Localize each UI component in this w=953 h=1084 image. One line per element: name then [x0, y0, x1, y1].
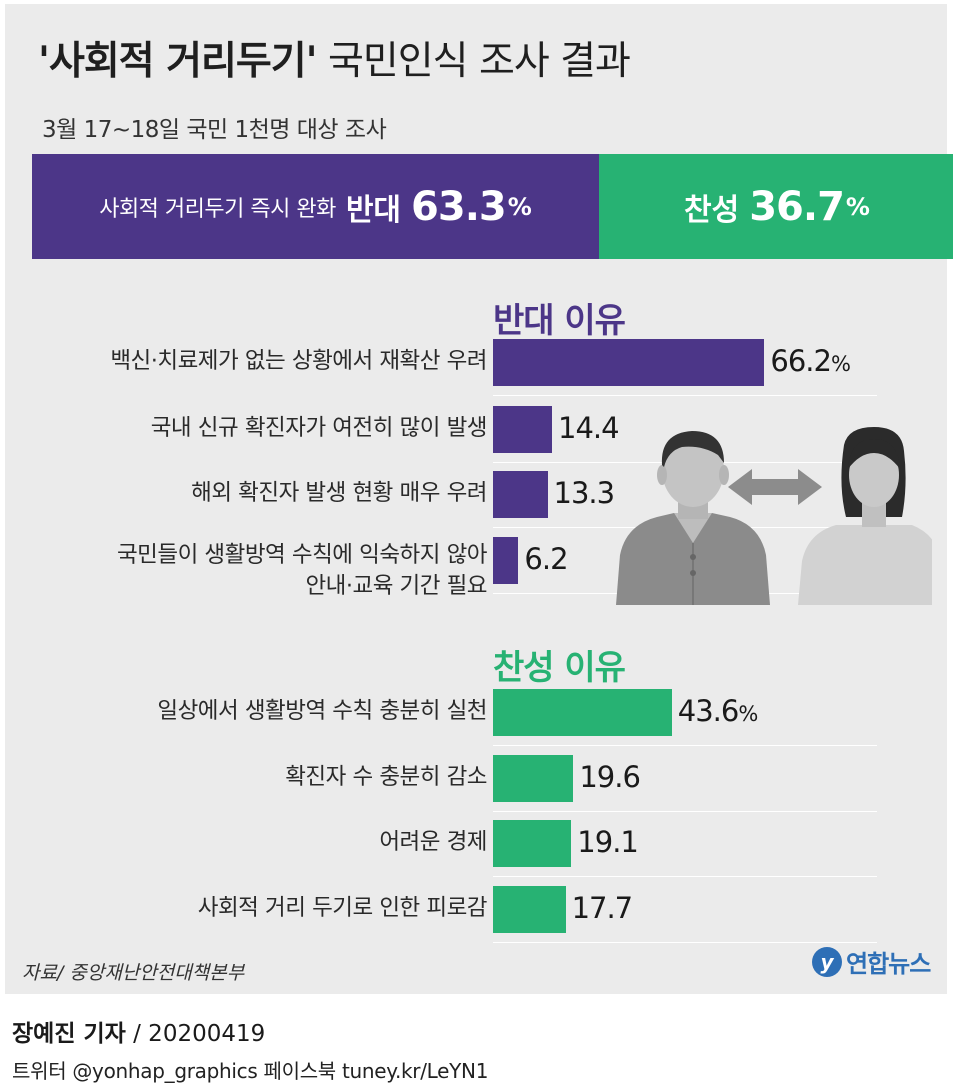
- oppose-value-unit: %: [830, 352, 851, 376]
- oppose-value-number: 66.2: [770, 344, 832, 378]
- oppose-gridline: [493, 394, 877, 396]
- oppose-category-line: 국민들이 생활방역 수칙에 익숙하지 않아: [116, 542, 488, 568]
- oppose-category-label: 백신·치료제가 없는 상황에서 재확산 우려: [110, 346, 487, 377]
- support-category-line: 일상에서 생활방역 수칙 충분히 실천: [157, 698, 487, 724]
- two-people-exchange-icon: [616, 427, 932, 605]
- support-share-word: 찬성: [684, 192, 740, 228]
- support-share-bar: 찬성 36.7%: [599, 154, 953, 259]
- page-subtitle: 3월 17~18일 국민 1천명 대상 조사: [42, 117, 387, 143]
- oppose-value-label: 14.4: [558, 411, 620, 445]
- oppose-share-value: 63.3: [411, 183, 507, 230]
- reporter-name: 장예진 기자: [12, 1021, 126, 1047]
- support-gridline: [493, 744, 877, 746]
- oppose-bar: [493, 405, 553, 453]
- support-category-label: 확진자 수 충분히 감소: [285, 762, 487, 793]
- oppose-category-label: 국내 신규 확진자가 여전히 많이 발생: [150, 413, 488, 444]
- social-links: 트위터 @yonhap_graphics 페이스북 tuney.kr/LeYN1: [12, 1059, 489, 1083]
- oppose-category-line: 국내 신규 확진자가 여전히 많이 발생: [150, 415, 488, 441]
- support-category-label: 사회적 거리 두기로 인한 피로감: [197, 893, 488, 924]
- support-value-label: 17.7: [571, 891, 634, 925]
- support-share-value: 36.7: [749, 183, 845, 230]
- oppose-reasons-title: 반대 이유: [493, 301, 626, 341]
- oppose-category-line: 백신·치료제가 없는 상황에서 재확산 우려: [110, 348, 487, 374]
- yonhap-logo[interactable]: y 연합뉴스: [812, 944, 931, 979]
- support-bar: [493, 754, 574, 802]
- support-gridline: [493, 875, 877, 877]
- oppose-value-label: 13.3: [553, 476, 616, 510]
- support-bar: [493, 885, 566, 933]
- reporter-date: / 20200419: [125, 1021, 266, 1047]
- support-gridline: [493, 941, 877, 943]
- support-reasons-title: 찬성 이유: [493, 648, 626, 688]
- title-bold: '사회적 거리두기': [38, 39, 318, 84]
- support-value-number: 43.6: [677, 694, 740, 728]
- support-category-line: 사회적 거리 두기로 인한 피로감: [197, 895, 488, 921]
- oppose-bar: [493, 470, 548, 518]
- oppose-category-line: 안내·교육 기간 필요: [305, 573, 487, 599]
- support-category-label: 어려운 경제: [379, 827, 487, 858]
- support-category-label: 일상에서 생활방역 수칙 충분히 실천: [157, 696, 487, 727]
- support-value-label: 19.1: [577, 825, 639, 859]
- oppose-value-label: 66.2%: [770, 344, 851, 378]
- oppose-category-line: 해외 확진자 발생 현황 매우 우려: [191, 480, 487, 506]
- page-title: '사회적 거리두기' 국민인식 조사 결과: [38, 30, 631, 86]
- oppose-share-pct: %: [507, 192, 532, 221]
- oppose-bar: [493, 338, 765, 386]
- support-value-number: 19.1: [577, 825, 639, 859]
- title-rest: 국민인식 조사 결과: [316, 39, 631, 84]
- data-source: 자료/ 중앙재난안전대책본부: [22, 962, 245, 984]
- oppose-value-number: 13.3: [553, 476, 616, 510]
- support-category-line: 어려운 경제: [379, 829, 487, 855]
- oppose-bar: [493, 536, 519, 584]
- oppose-share-word: 반대: [345, 192, 402, 228]
- oppose-share-bar: 사회적 거리두기 즉시 완화 반대 63.3%: [32, 154, 599, 259]
- support-value-number: 19.6: [579, 760, 641, 794]
- oppose-category-label: 해외 확진자 발생 현황 매우 우려: [191, 478, 487, 509]
- woman-figure-icon: [798, 427, 932, 605]
- support-value-unit: %: [738, 702, 758, 726]
- support-value-number: 17.7: [571, 891, 634, 925]
- support-value-label: 43.6%: [677, 694, 759, 728]
- oppose-value-label: 6.2: [524, 542, 568, 576]
- support-category-line: 확진자 수 충분히 감소: [285, 764, 487, 790]
- yonhap-logo-mark-icon: y: [812, 946, 842, 977]
- man-figure-icon: [616, 431, 770, 605]
- support-bar: [493, 688, 672, 736]
- oppose-value-number: 14.4: [558, 411, 620, 445]
- support-bar: [493, 819, 572, 867]
- yonhap-logo-text: 연합뉴스: [846, 950, 931, 978]
- support-value-label: 19.6: [579, 760, 641, 794]
- support-share-pct: %: [845, 192, 870, 221]
- double-arrow-icon: [728, 469, 822, 505]
- support-gridline: [493, 810, 877, 812]
- oppose-value-number: 6.2: [524, 542, 568, 576]
- reporter-credit: 장예진 기자 / 20200419: [12, 1014, 265, 1048]
- oppose-share-text: 사회적 거리두기 즉시 완화: [99, 196, 336, 222]
